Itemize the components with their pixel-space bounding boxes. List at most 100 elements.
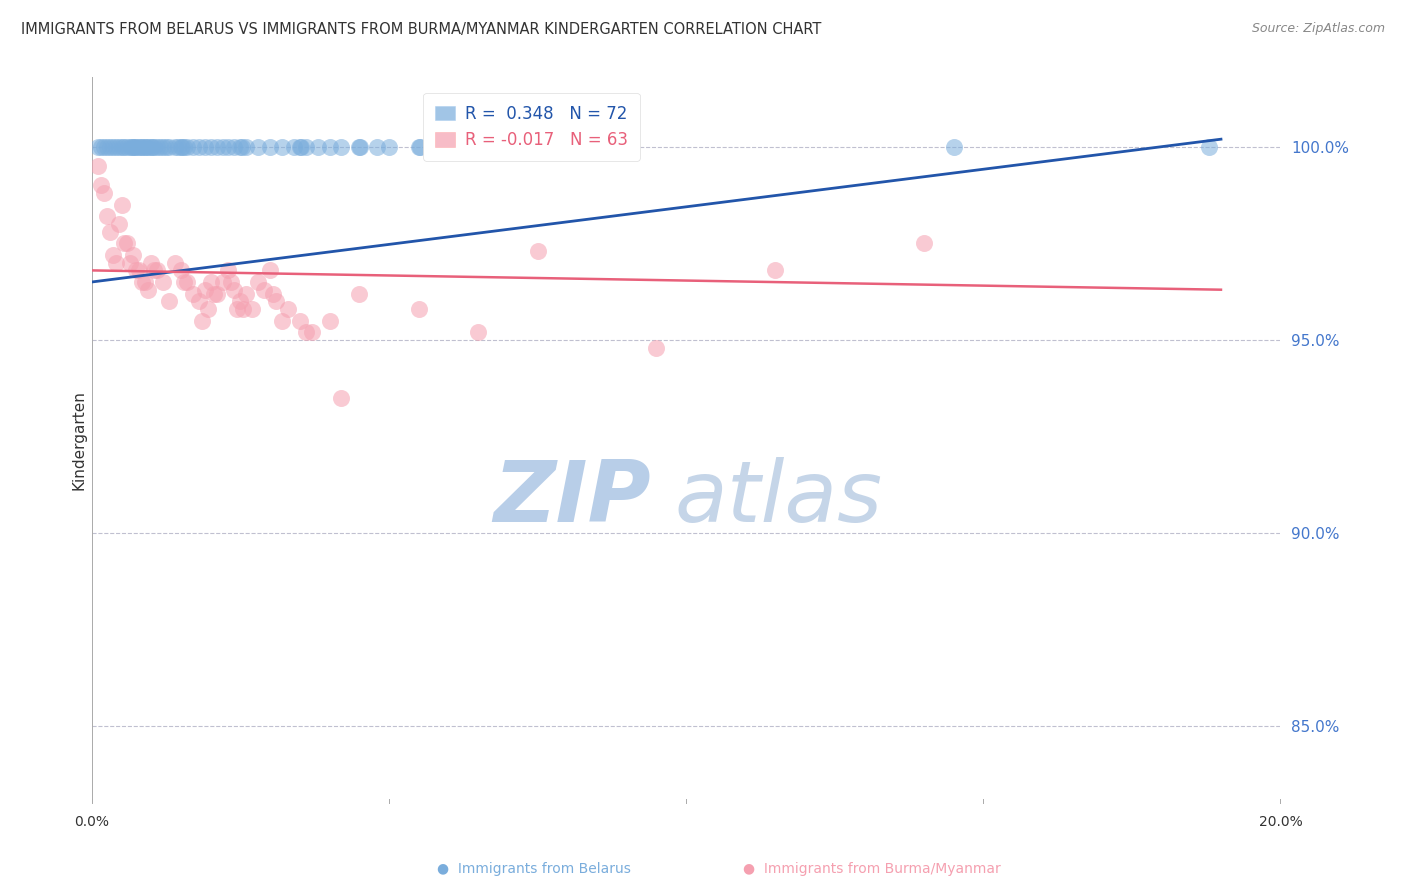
Point [231, 140, 253, 154]
Y-axis label: Kindergarten: Kindergarten [72, 391, 86, 490]
Point [93, 186, 115, 201]
Point [378, 140, 401, 154]
Point [544, 140, 567, 154]
Point [307, 140, 329, 154]
Point [763, 263, 786, 277]
Point [294, 140, 316, 154]
Point [200, 140, 222, 154]
Point [107, 140, 129, 154]
Point [288, 140, 311, 154]
Point [96, 210, 118, 224]
Point [122, 140, 145, 154]
Point [122, 248, 145, 262]
Point [468, 140, 491, 154]
Point [170, 263, 193, 277]
Point [290, 140, 312, 154]
Point [247, 275, 270, 289]
Point [211, 140, 233, 154]
Point [157, 294, 180, 309]
Point [104, 140, 127, 154]
Point [218, 263, 240, 277]
Point [235, 286, 257, 301]
Point [176, 275, 198, 289]
Point [229, 140, 252, 154]
Point [117, 140, 139, 154]
Point [143, 263, 166, 277]
Point [259, 263, 281, 277]
Point [101, 248, 124, 262]
Point [134, 275, 156, 289]
Point [229, 294, 252, 309]
Point [271, 140, 294, 154]
Point [200, 275, 222, 289]
Point [90, 140, 112, 154]
Text: ●  Immigrants from Burma/Myanmar: ● Immigrants from Burma/Myanmar [742, 862, 1001, 876]
Point [176, 140, 198, 154]
Point [194, 283, 217, 297]
Point [467, 325, 489, 339]
Text: 20.0%: 20.0% [1258, 814, 1302, 829]
Point [190, 313, 212, 327]
Point [120, 255, 142, 269]
Point [104, 255, 127, 269]
Point [262, 286, 284, 301]
Point [205, 286, 228, 301]
Point [318, 140, 340, 154]
Point [98, 140, 121, 154]
Point [235, 140, 257, 154]
Point [107, 217, 129, 231]
Point [912, 236, 935, 251]
Point [157, 140, 180, 154]
Point [87, 140, 110, 154]
Point [283, 140, 305, 154]
Point [211, 275, 233, 289]
Point [124, 140, 146, 154]
Point [120, 140, 142, 154]
Point [173, 275, 195, 289]
Point [131, 275, 153, 289]
Point [187, 294, 209, 309]
Point [240, 301, 263, 316]
Text: IMMIGRANTS FROM BELARUS VS IMMIGRANTS FROM BURMA/MYANMAR KINDERGARTEN CORRELATIO: IMMIGRANTS FROM BELARUS VS IMMIGRANTS FR… [21, 22, 821, 37]
Point [408, 301, 430, 316]
Legend: R =  0.348   N = 72, R = -0.017   N = 63: R = 0.348 N = 72, R = -0.017 N = 63 [423, 93, 640, 161]
Point [467, 140, 489, 154]
Point [349, 140, 371, 154]
Text: ●  Immigrants from Belarus: ● Immigrants from Belarus [437, 862, 631, 876]
Point [496, 140, 519, 154]
Point [347, 140, 370, 154]
Point [232, 301, 254, 316]
Point [197, 301, 219, 316]
Point [128, 140, 150, 154]
Point [90, 178, 112, 193]
Point [96, 140, 118, 154]
Point [1198, 140, 1220, 154]
Point [366, 140, 388, 154]
Point [408, 140, 430, 154]
Point [277, 301, 299, 316]
Point [128, 263, 150, 277]
Point [330, 391, 353, 405]
Point [110, 198, 132, 212]
Point [330, 140, 353, 154]
Point [224, 283, 246, 297]
Point [202, 286, 225, 301]
Point [141, 140, 163, 154]
Point [173, 140, 195, 154]
Point [253, 283, 276, 297]
Point [101, 140, 124, 154]
Point [131, 140, 153, 154]
Point [163, 140, 186, 154]
Point [93, 140, 115, 154]
Point [87, 159, 110, 173]
Point [247, 140, 270, 154]
Point [135, 140, 157, 154]
Point [152, 275, 174, 289]
Point [163, 255, 186, 269]
Point [205, 140, 228, 154]
Point [146, 263, 169, 277]
Point [437, 140, 460, 154]
Point [347, 286, 370, 301]
Point [224, 140, 246, 154]
Text: atlas: atlas [675, 457, 882, 540]
